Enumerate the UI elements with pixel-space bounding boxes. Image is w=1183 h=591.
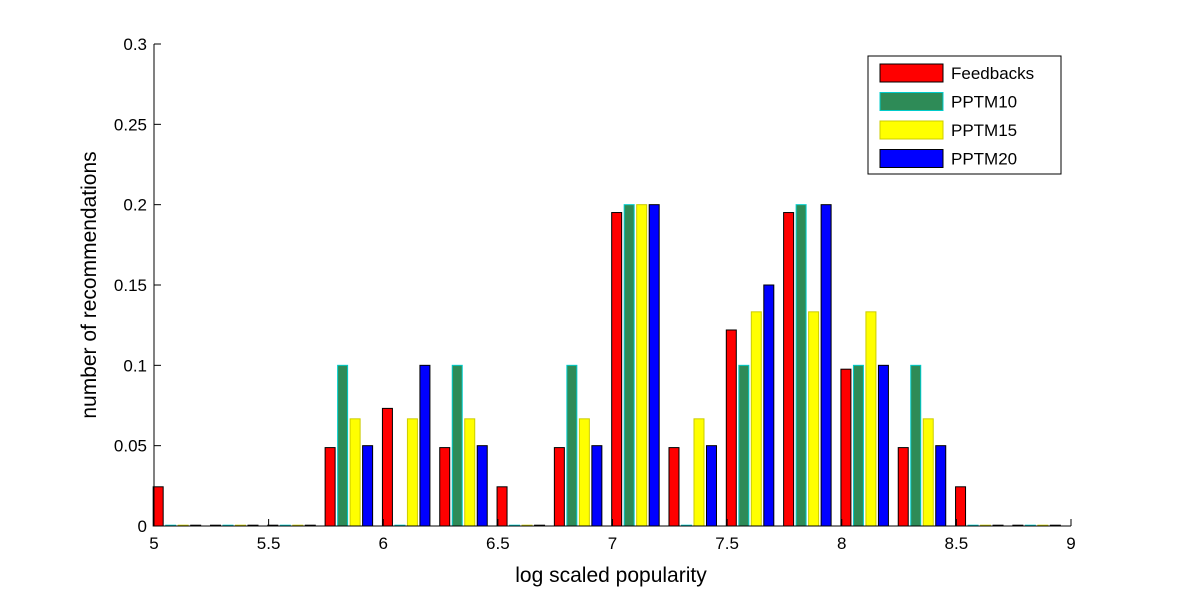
legend: Feedbacks PPTM10 PPTM15 PPTM20: [867, 55, 1062, 175]
tick-labels: 5 5.5 6 6.5 7 7.5 8 8.5 9 0 0.05 0.1 0.15 0.2 0.25 0.3: [114, 35, 1076, 553]
bar-feedbacks-4: [381, 407, 393, 527]
bar-feedbacks-12: [840, 368, 852, 527]
bar-pptm15-7: [578, 418, 590, 527]
bar-pptm15-8: [636, 204, 648, 527]
y-tick-label: 0.25: [114, 115, 147, 134]
bar-feedbacks-6: [496, 486, 508, 527]
bar-feedbacks-13: [897, 447, 909, 527]
x-tick-label: 8.5: [945, 534, 969, 553]
bar-pptm20-7: [591, 445, 603, 527]
bar-pptm15-4: [406, 418, 418, 527]
bar-pptm10-10: [738, 364, 750, 527]
bar-pptm10-8: [623, 204, 635, 527]
bar-feedbacks-5: [439, 447, 451, 527]
bar-pptm20-3: [362, 445, 374, 527]
x-tick-label: 6: [379, 534, 388, 553]
bar-pptm10-3: [337, 364, 349, 527]
bar-feedbacks-8: [611, 212, 623, 527]
bar-feedbacks-11: [783, 212, 795, 527]
bar-pptm15-11: [808, 311, 820, 527]
bar-feedbacks-14: [955, 486, 967, 527]
bar-pptm10-11: [795, 204, 807, 527]
x-tick-label: 7: [608, 534, 617, 553]
bar-pptm10-5: [451, 364, 463, 527]
bar-pptm10-12: [852, 364, 864, 527]
bar-pptm15-12: [865, 311, 877, 527]
bar-feedbacks-0: [152, 486, 164, 527]
y-tick-label: 0.05: [114, 437, 147, 456]
x-tick-label: 8: [837, 534, 846, 553]
legend-label-feedbacks: Feedbacks: [951, 64, 1034, 83]
legend-swatch-pptm15: [879, 120, 944, 140]
bar-pptm15-3: [349, 418, 361, 527]
bar-pptm15-13: [922, 418, 934, 527]
y-tick-label: 0: [138, 517, 147, 536]
legend-label-pptm10: PPTM10: [951, 93, 1017, 112]
y-tick-label: 0.1: [123, 356, 147, 375]
x-tick-label: 9: [1066, 534, 1075, 553]
bar-pptm20-5: [476, 445, 488, 527]
bar-feedbacks-3: [324, 447, 336, 527]
bar-pptm20-8: [648, 204, 660, 527]
y-tick-label: 0.3: [123, 35, 147, 54]
x-tick-label: 7.5: [715, 534, 739, 553]
legend-swatch-pptm10: [879, 92, 944, 111]
bar-pptm15-10: [750, 311, 762, 527]
x-tick-label: 5: [149, 534, 158, 553]
y-axis-label: number of recommendations: [78, 151, 101, 418]
bar-feedbacks-7: [553, 447, 565, 527]
bar-pptm20-11: [820, 204, 832, 527]
bars-layer: [152, 204, 1061, 527]
axes-layer: [153, 43, 1072, 527]
y-tick-label: 0.15: [114, 276, 147, 295]
bar-pptm15-5: [464, 418, 476, 527]
bar-pptm20-4: [419, 364, 431, 527]
y-tick-label: 0.2: [123, 196, 147, 215]
x-tick-label: 6.5: [486, 534, 510, 553]
bar-pptm15-9: [693, 418, 705, 527]
legend-swatch-pptm20: [879, 149, 944, 168]
bar-pptm20-12: [877, 364, 889, 527]
bar-feedbacks-10: [725, 329, 737, 527]
bar-pptm20-10: [763, 284, 775, 527]
bar-pptm20-13: [935, 445, 947, 527]
bar-pptm10-7: [566, 364, 578, 527]
legend-swatch-feedbacks: [879, 63, 944, 83]
x-tick-label: 5.5: [257, 534, 281, 553]
bar-feedbacks-9: [668, 447, 680, 527]
bar-pptm10-13: [910, 364, 922, 527]
bar-pptm20-9: [705, 445, 717, 527]
legend-label-pptm20: PPTM20: [951, 150, 1017, 169]
x-axis-label: log scaled popularity: [515, 564, 707, 587]
legend-label-pptm15: PPTM15: [951, 121, 1017, 140]
